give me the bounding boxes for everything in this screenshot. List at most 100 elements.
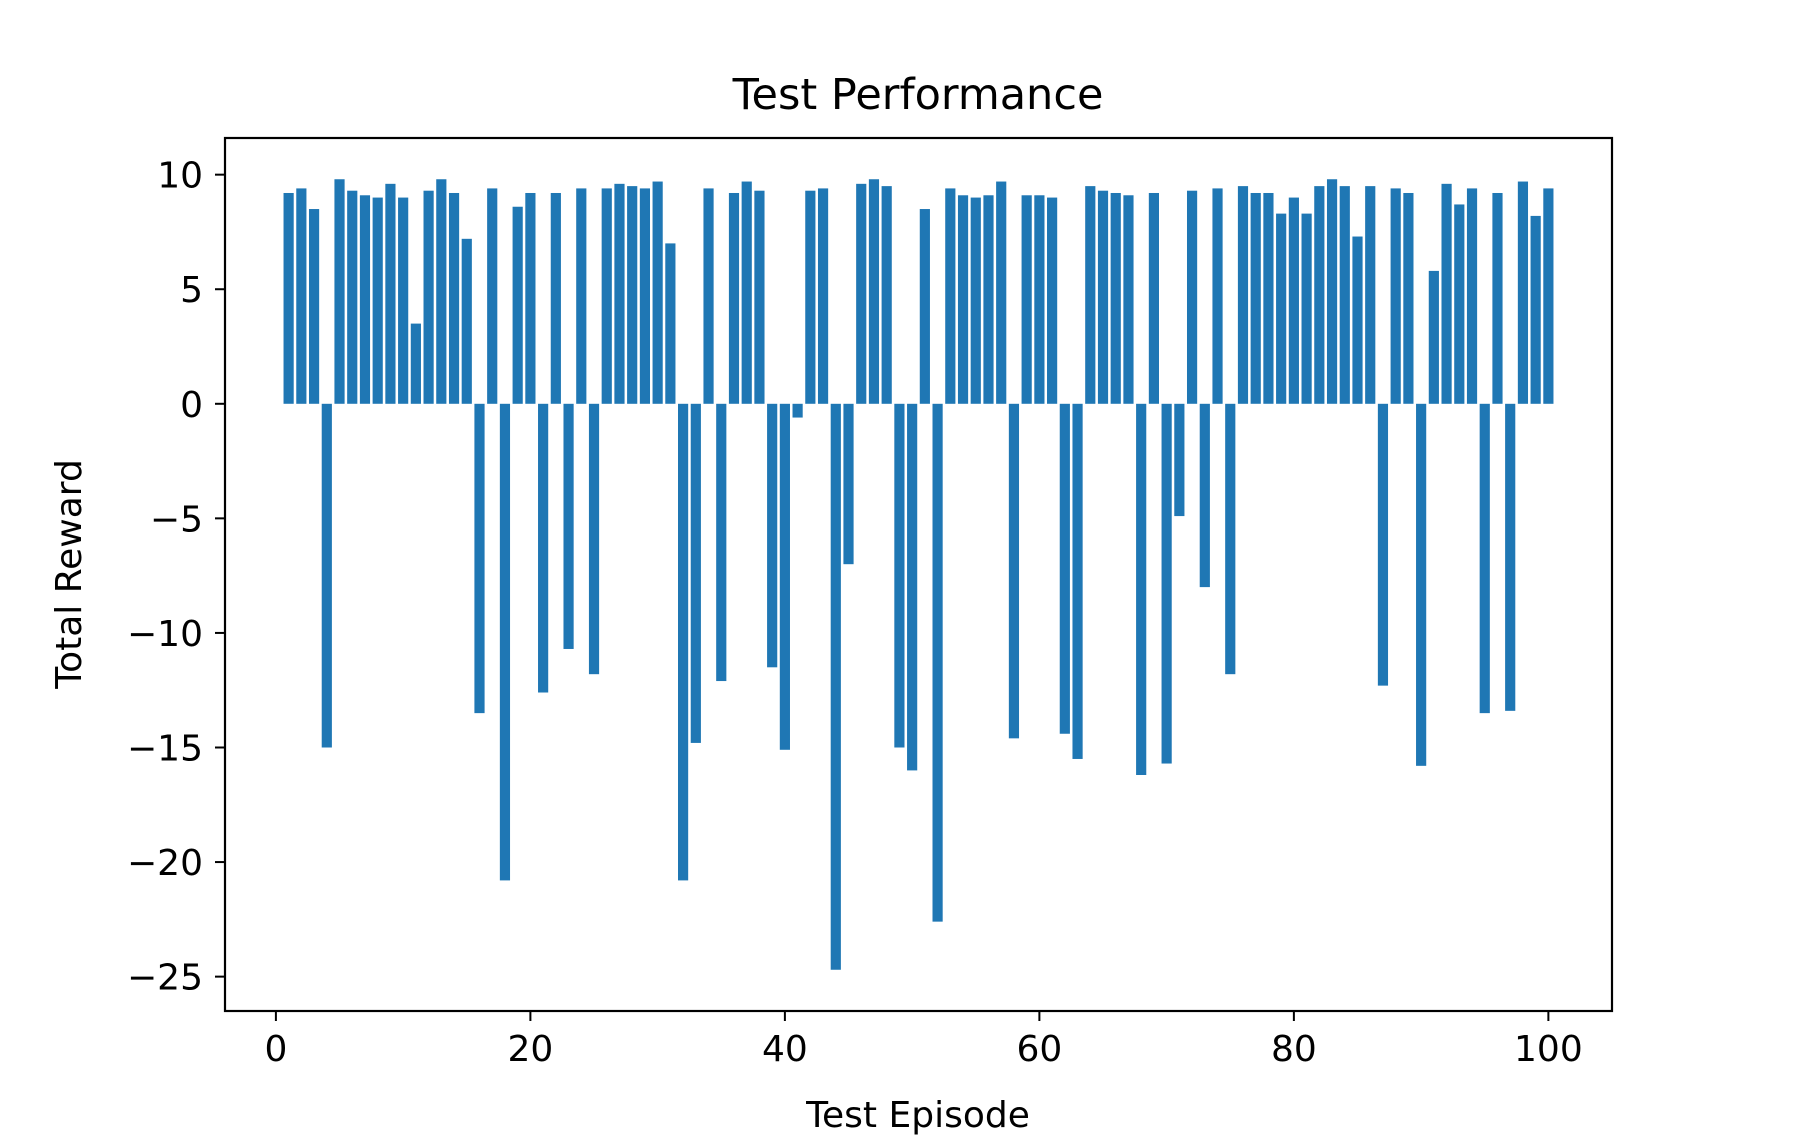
bar-episode-1 bbox=[283, 192, 294, 404]
bar-episode-71 bbox=[1174, 403, 1185, 517]
bar-episode-23 bbox=[563, 403, 574, 649]
bar-episode-81 bbox=[1301, 213, 1312, 404]
bar-episode-37 bbox=[741, 181, 752, 404]
y-tick-label: −5 bbox=[150, 499, 203, 540]
bar-episode-10 bbox=[398, 197, 409, 404]
bar-episode-6 bbox=[347, 190, 358, 404]
bar-episode-24 bbox=[576, 188, 587, 404]
bar-episode-3 bbox=[308, 209, 320, 404]
bar-episode-83 bbox=[1326, 179, 1338, 404]
bar-episode-5 bbox=[334, 179, 345, 404]
bar-episode-38 bbox=[754, 190, 765, 404]
y-tick-label: 5 bbox=[180, 270, 203, 311]
bar-episode-45 bbox=[843, 403, 854, 565]
bar-episode-27 bbox=[614, 183, 625, 404]
y-tick-label: −15 bbox=[127, 728, 203, 769]
bar-episode-2 bbox=[296, 188, 307, 404]
bar-episode-46 bbox=[856, 183, 867, 404]
y-tick-label: −20 bbox=[127, 843, 203, 884]
bar-episode-16 bbox=[474, 403, 485, 714]
x-axis-ticks: 0 20 40 60 80 100 bbox=[264, 1011, 1583, 1070]
bar-episode-69 bbox=[1148, 192, 1159, 404]
y-axis-ticks: 10 5 0 −5 −10 −15 −20 −25 bbox=[127, 156, 225, 999]
bar-episode-15 bbox=[461, 238, 472, 404]
bar-episode-47 bbox=[868, 179, 880, 404]
bar-episode-18 bbox=[499, 403, 511, 881]
bar-episode-91 bbox=[1428, 270, 1439, 404]
y-tick-label: −10 bbox=[127, 614, 203, 655]
bar-episode-28 bbox=[627, 186, 638, 404]
bar-episode-40 bbox=[779, 403, 790, 750]
bar-episode-39 bbox=[767, 403, 778, 668]
bar-episode-76 bbox=[1237, 186, 1249, 404]
x-tick-label: 100 bbox=[1514, 1029, 1583, 1070]
bar-episode-86 bbox=[1365, 186, 1376, 404]
bar-episode-21 bbox=[538, 403, 549, 693]
bar-episode-22 bbox=[550, 192, 561, 404]
bar-episode-35 bbox=[716, 403, 727, 682]
bar-episode-63 bbox=[1072, 403, 1083, 759]
bar-episode-4 bbox=[321, 403, 332, 748]
bar-episode-79 bbox=[1276, 213, 1287, 404]
bar-episode-87 bbox=[1377, 403, 1389, 686]
y-tick-label: 0 bbox=[180, 385, 203, 426]
bar-episode-66 bbox=[1110, 192, 1121, 404]
bar-episode-80 bbox=[1288, 197, 1299, 404]
x-tick-label: 0 bbox=[264, 1029, 287, 1070]
bar-episode-74 bbox=[1212, 188, 1223, 404]
bar-episode-36 bbox=[728, 192, 740, 404]
chart-title: Test Performance bbox=[732, 70, 1104, 120]
bar-episode-51 bbox=[919, 209, 930, 404]
bar-episode-59 bbox=[1021, 195, 1032, 404]
plot-area-frame bbox=[223, 136, 1614, 1013]
bar-episode-75 bbox=[1225, 403, 1236, 675]
bar-episode-78 bbox=[1263, 192, 1274, 404]
bars-group bbox=[283, 179, 1554, 970]
bar-episode-43 bbox=[817, 188, 829, 404]
bar-episode-48 bbox=[881, 186, 892, 404]
bar-episode-41 bbox=[792, 403, 803, 418]
bar-episode-9 bbox=[385, 183, 396, 404]
x-tick-label: 80 bbox=[1271, 1029, 1317, 1070]
bar-episode-95 bbox=[1479, 403, 1490, 714]
bar-episode-97 bbox=[1505, 403, 1516, 711]
bar-episode-7 bbox=[359, 195, 371, 404]
bar-episode-96 bbox=[1492, 192, 1503, 404]
bar-episode-73 bbox=[1199, 403, 1210, 588]
bar-episode-64 bbox=[1085, 186, 1096, 404]
bar-episode-55 bbox=[970, 197, 981, 404]
bar-episode-19 bbox=[512, 206, 523, 404]
bar-episode-89 bbox=[1403, 192, 1414, 404]
bar-episode-67 bbox=[1123, 195, 1134, 404]
bar-episode-61 bbox=[1047, 197, 1058, 404]
bar-episode-99 bbox=[1530, 215, 1541, 404]
x-tick-label: 20 bbox=[507, 1029, 553, 1070]
bar-episode-82 bbox=[1314, 186, 1325, 404]
bar-episode-92 bbox=[1441, 183, 1452, 404]
bar-episode-56 bbox=[983, 195, 994, 404]
bar-episode-42 bbox=[805, 190, 816, 404]
bar-episode-58 bbox=[1008, 403, 1020, 739]
bar-episode-72 bbox=[1186, 190, 1198, 404]
bar-episode-20 bbox=[525, 192, 536, 404]
bar-episode-14 bbox=[448, 192, 460, 404]
bar-episode-90 bbox=[1416, 403, 1427, 766]
y-tick-label: −25 bbox=[127, 958, 203, 999]
bar-episode-25 bbox=[588, 403, 600, 675]
bar-episode-8 bbox=[372, 197, 383, 404]
x-tick-label: 60 bbox=[1016, 1029, 1062, 1070]
x-axis-title: Test Episode bbox=[805, 1095, 1030, 1136]
bar-episode-31 bbox=[665, 243, 676, 404]
bar-episode-44 bbox=[830, 403, 841, 970]
bar-episode-93 bbox=[1454, 204, 1465, 404]
bar-episode-17 bbox=[487, 188, 498, 404]
bar-episode-68 bbox=[1136, 403, 1147, 775]
bar-episode-50 bbox=[907, 403, 918, 771]
x-tick-label: 40 bbox=[762, 1029, 808, 1070]
bar-episode-98 bbox=[1517, 181, 1529, 404]
bar-episode-57 bbox=[996, 181, 1007, 404]
bar-episode-77 bbox=[1250, 192, 1261, 404]
bar-episode-94 bbox=[1466, 188, 1478, 404]
bar-episode-30 bbox=[652, 181, 663, 404]
